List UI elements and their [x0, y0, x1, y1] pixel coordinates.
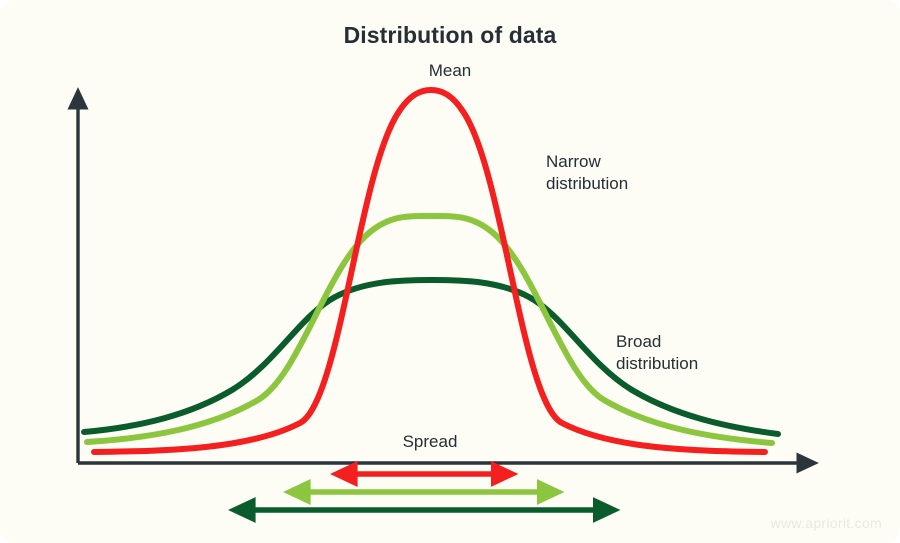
narrow-distribution-annotation-label: Narrow distribution [546, 152, 629, 193]
curve-narrow-distribution [91, 86, 768, 455]
curve-broad-distribution [81, 276, 781, 437]
watermark: www.apriorit.com [770, 515, 882, 531]
chart-title: Distribution of data [343, 22, 557, 48]
curve-medium-distribution [84, 212, 775, 446]
spread-annotation-label: Spread [402, 432, 458, 451]
mean-annotation-label: Mean [428, 61, 472, 80]
broad-distribution-annotation-label: Broad distribution [616, 332, 699, 373]
